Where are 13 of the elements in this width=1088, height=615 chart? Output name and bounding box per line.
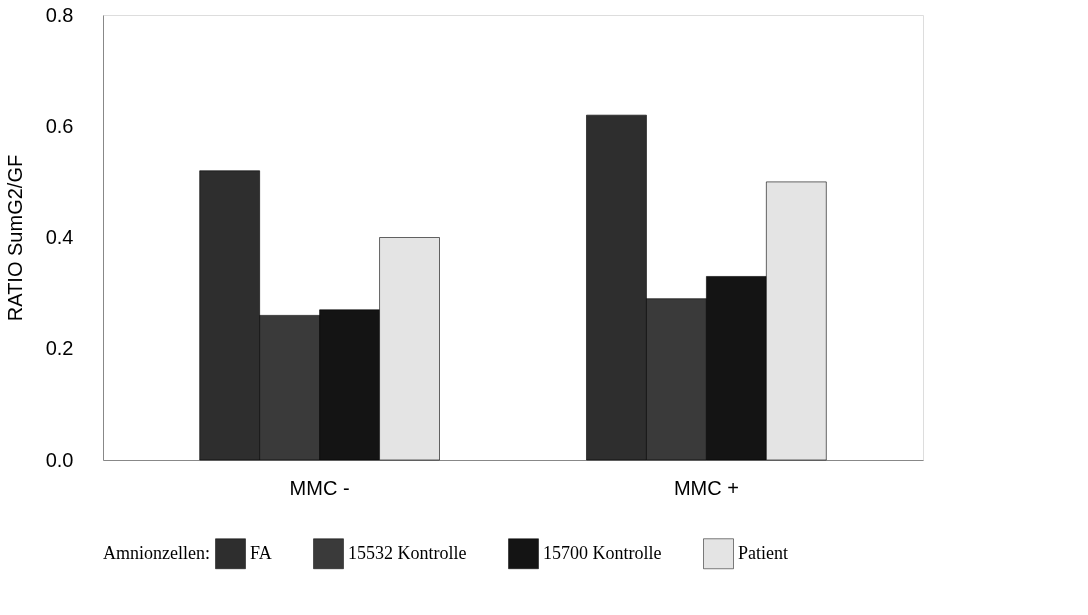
x-tick-label: MMC - (289, 476, 350, 499)
y-tick-label: 0.8 (45, 3, 74, 26)
y-axis-title: RATIO SumG2/GF (3, 154, 26, 322)
legend-label: FA (250, 542, 272, 563)
legend-label: Patient (738, 542, 788, 563)
legend-label: 15700 Kontrolle (543, 542, 662, 563)
legend-title: Amnionzellen: (103, 543, 210, 563)
y-tick-label: 0.0 (45, 448, 74, 471)
legend-label: 15532 Kontrolle (348, 542, 467, 563)
y-tick-label: 0.2 (45, 337, 74, 360)
y-tick-label: 0.4 (45, 226, 74, 248)
x-tick-label: MMC + (673, 476, 739, 499)
y-tick-label: 0.6 (45, 114, 74, 137)
